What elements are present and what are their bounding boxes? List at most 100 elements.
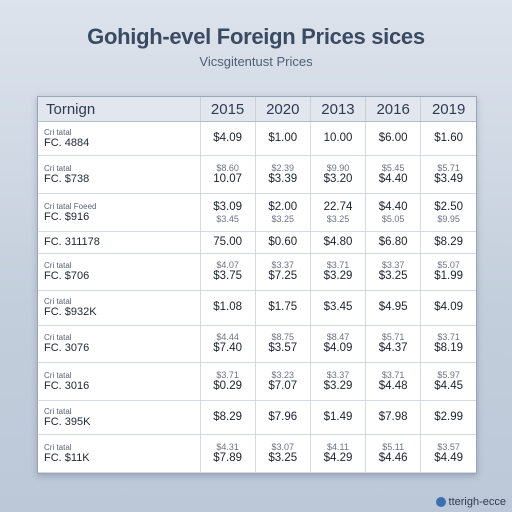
value-cell: 10.00 <box>309 121 366 157</box>
value-primary: $4.80 <box>323 235 353 248</box>
value-primary: $3.75 <box>213 270 242 283</box>
value-cell: $5.97 $4.45 <box>420 362 476 401</box>
value-cell: $3.71 $8.19 <box>420 325 476 364</box>
value-primary: $7.98 <box>378 411 408 424</box>
row-label: FC. 3016 <box>44 380 90 393</box>
value-cell: $6.00 <box>365 121 421 157</box>
value-cell: $4.07 $3.75 <box>199 253 256 292</box>
row-sublabel: Cri tatal <box>44 261 72 271</box>
row-label-cell: Cri tatal FC. 4884 <box>38 121 200 157</box>
value-cell: $4.31 $7.89 <box>199 434 256 473</box>
table-header-row: Tornign 2015 2020 2013 2016 2019 <box>38 97 476 122</box>
value-primary: $4.48 <box>378 380 408 393</box>
value-cell: $5.45 $4.40 <box>365 155 421 195</box>
value-primary: 10.07 <box>213 173 242 186</box>
value-secondary: $3.57 <box>437 442 460 453</box>
value-secondary: $3.71 <box>216 370 239 381</box>
value-cell: 22.74 $3.25 <box>309 193 366 232</box>
column-header: 2019 <box>420 97 476 122</box>
value-secondary: $2.39 <box>271 163 295 174</box>
table-row: Cri tatal FC. $932K $1.08 $1.75 $3.45 $4.95 $4… <box>38 290 476 326</box>
row-label-cell: Cri tatal Foeed FC. $916 <box>38 193 200 232</box>
value-primary: $3.57 <box>268 342 298 355</box>
row-label-cell: Cri tatal FC. $706 <box>38 253 200 292</box>
value-primary: $3.25 <box>378 270 408 283</box>
value-cell: $3.37 $7.25 <box>254 253 311 292</box>
value-cell: $1.75 <box>254 290 311 326</box>
value-primary: $3.49 <box>434 173 464 186</box>
column-header: 2015 <box>199 97 256 122</box>
value-cell: $7.98 <box>365 400 421 436</box>
value-cell: $2.99 <box>420 400 476 436</box>
value-secondary: $3.25 <box>271 213 295 224</box>
value-cell: $5.11 $4.46 <box>365 434 421 473</box>
value-cell: $3.37 $3.29 <box>309 362 366 401</box>
table-row: Cri tatal FC. 395K $8.29 $7.96 $1.49 $7.98 $2.… <box>38 400 476 436</box>
column-header: 2016 <box>365 97 421 122</box>
value-cell: $3.71 $0.29 <box>199 362 256 401</box>
value-secondary: $3.37 <box>271 260 295 271</box>
value-secondary: $5.07 <box>437 260 460 271</box>
value-primary: $8.29 <box>434 235 464 248</box>
value-primary: $7.07 <box>268 380 298 393</box>
row-label-cell: FC. 311178 <box>38 231 200 254</box>
value-cell: $0.60 <box>254 231 311 254</box>
value-primary: 22.74 <box>323 200 353 213</box>
table-row: Cri tatal FC. 3076 $4.44 $7.40 $8.75 $3.57 $8.… <box>38 325 476 364</box>
brand-logo-icon <box>435 497 446 507</box>
value-secondary: $3.25 <box>326 213 350 224</box>
table-row: Cri tatal FC. $738 $8.60 10.07 $2.39 $3.39 $9.… <box>38 155 476 195</box>
value-secondary: $5.11 <box>382 442 405 453</box>
value-cell: $3.09 $3.45 <box>199 193 256 232</box>
value-cell: $4.80 <box>309 231 366 254</box>
value-cell: $3.37 $3.25 <box>365 253 421 292</box>
value-secondary: $4.31 <box>216 442 239 453</box>
value-cell: $1.60 <box>420 121 476 157</box>
column-header: 2020 <box>254 97 311 122</box>
row-label: FC. $932K <box>44 306 97 319</box>
value-cell: $4.95 <box>365 290 421 326</box>
value-primary: $4.45 <box>434 380 464 393</box>
value-primary: $1.00 <box>268 132 298 145</box>
table-row: Cri tatal FC. 4884 $4.09 $1.00 10.00 $6.00 $1.… <box>38 121 476 157</box>
value-cell: $9.90 $3.20 <box>309 155 366 195</box>
header-label: Tornign <box>38 97 200 122</box>
value-cell: 75.00 <box>199 231 256 254</box>
value-secondary: $4.44 <box>216 332 239 343</box>
value-cell: $4.40 $5.05 <box>365 193 421 232</box>
value-primary: $3.20 <box>323 173 353 186</box>
row-label-cell: Cri tatal FC. 3076 <box>38 325 200 364</box>
value-secondary: $3.37 <box>381 260 405 271</box>
value-secondary: $9.95 <box>437 213 460 224</box>
value-cell: $2.50 $9.95 <box>420 193 476 232</box>
row-sublabel: Cri tatal <box>44 371 72 381</box>
value-cell: $4.09 <box>199 121 256 157</box>
price-table-container: Tornign 2015 2020 2013 2016 2019 Cri tat… <box>37 96 477 474</box>
row-label-cell: Cri tatal FC. $738 <box>38 155 200 195</box>
value-cell: $6.80 <box>365 231 421 254</box>
value-primary: $1.99 <box>434 270 464 283</box>
value-primary: $4.29 <box>323 452 353 465</box>
value-cell: $1.00 <box>254 121 311 157</box>
value-cell: $4.44 $7.40 <box>199 325 256 364</box>
row-label-cell: Cri tatal FC. 3016 <box>38 362 200 401</box>
table-row: Cri tatal Foeed FC. $916 $3.09 $3.45 $2.00 $3… <box>38 193 476 232</box>
value-cell: $4.11 $4.29 <box>309 434 366 473</box>
table-row: Cri tatal FC. 3016 $3.71 $0.29 $3.23 $7.07 $3.… <box>38 362 476 401</box>
row-label: FC. 395K <box>44 416 91 429</box>
row-label: FC. 311178 <box>44 236 100 249</box>
value-primary: $4.46 <box>378 452 408 465</box>
value-primary: $3.29 <box>323 380 353 393</box>
row-label-cell: Cri tatal FC. $932K <box>38 290 200 326</box>
value-secondary: $3.71 <box>326 260 350 271</box>
value-cell: $7.96 <box>254 400 311 436</box>
table-row: Cri tatal FC. $11K $4.31 $7.89 $3.07 $3.25 $4.… <box>38 434 476 473</box>
value-cell: $8.29 <box>420 231 476 254</box>
value-primary: $1.75 <box>268 301 298 314</box>
row-sublabel: Cri tatal <box>44 297 72 307</box>
value-secondary: $3.37 <box>326 370 350 381</box>
price-table: Tornign 2015 2020 2013 2016 2019 Cri tat… <box>38 97 476 473</box>
value-secondary: $3.45 <box>216 213 239 224</box>
value-primary: $4.09 <box>213 132 242 145</box>
brand-watermark: tterigh-ecce <box>435 496 506 508</box>
